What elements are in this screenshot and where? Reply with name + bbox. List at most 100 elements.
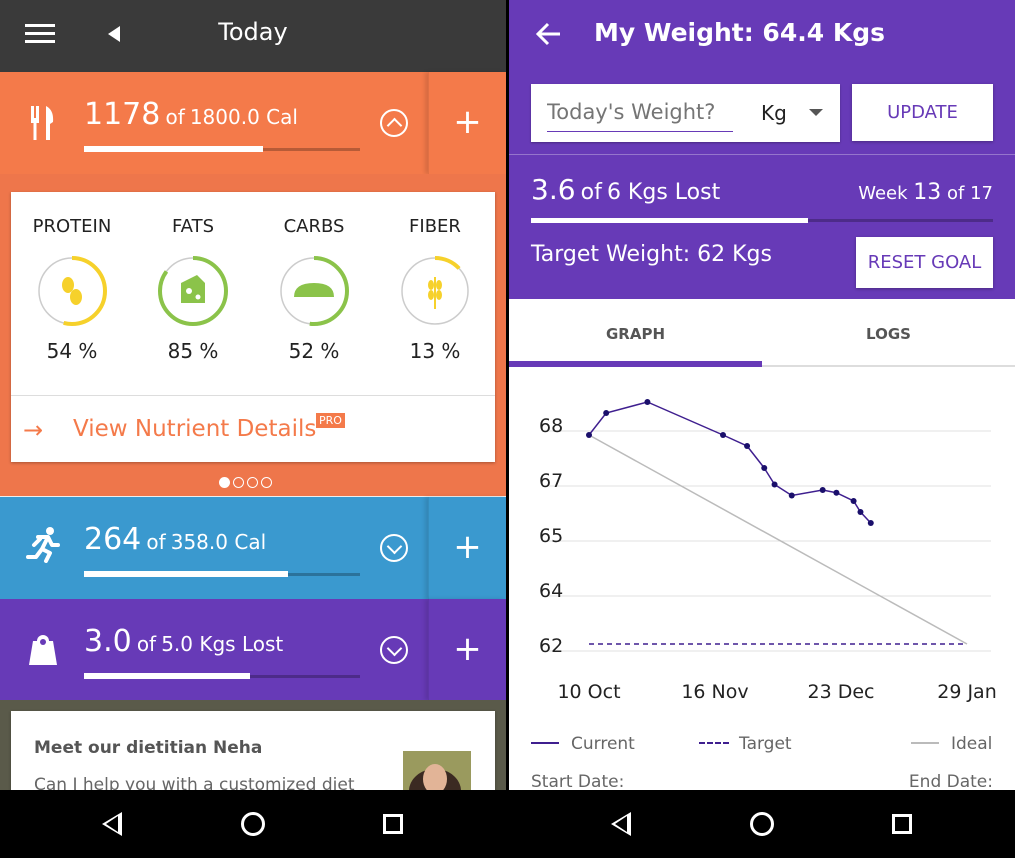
collapse-icon[interactable]	[380, 109, 408, 137]
week-total: of 17	[947, 183, 993, 204]
food-calories-value: 1178	[84, 97, 161, 132]
add-exercise-button[interactable]: +	[428, 497, 506, 599]
today-screen: Today 1178 of 1800.0 Cal + PROTEIN 54 % FA…	[0, 0, 506, 858]
page-indicator	[219, 473, 272, 492]
runner-icon	[26, 527, 60, 563]
current-point	[833, 489, 840, 496]
current-point	[586, 432, 592, 438]
food-summary-row[interactable]: 1178 of 1800.0 Cal +	[0, 72, 506, 174]
end-date-label: End Date:	[908, 772, 993, 792]
week-progress: Week 13 of 17	[858, 180, 993, 205]
nutrient-fats[interactable]: FATS 85 %	[138, 216, 248, 363]
kgs-lost-of: of	[580, 180, 602, 205]
current-point	[788, 492, 795, 499]
food-progress-bar	[84, 146, 360, 152]
ideal-line	[588, 434, 968, 645]
dropdown-arrow-icon[interactable]	[809, 109, 823, 116]
target-weight: Target Weight: 62 Kgs	[531, 242, 772, 267]
home-nav-icon[interactable]	[241, 812, 265, 836]
x-tick-label: 29 Jan	[937, 681, 997, 703]
legend-current: Current	[571, 734, 635, 754]
back-nav-icon[interactable]	[102, 812, 122, 836]
exercise-calories-value: 264	[84, 522, 142, 557]
exercise-summary-row[interactable]: 264 of 358.0 Cal +	[0, 497, 506, 599]
nutrient-fiber[interactable]: FIBER 13 %	[380, 216, 490, 363]
view-nutrient-details-link[interactable]: View Nutrient Details	[73, 416, 317, 442]
weight-chart: 68 67 65 64 62 10 Oct 16 Nov 23 Dec 29 Jan	[539, 399, 997, 703]
chart-legend: Current Target Ideal	[509, 732, 1015, 756]
weight-lost-value: 3.0	[84, 624, 132, 659]
kgs-lost-goal: 6 Kgs Lost	[606, 180, 721, 205]
add-weight-button[interactable]: +	[428, 599, 506, 700]
active-tab-indicator	[509, 361, 762, 367]
cheese-icon	[181, 275, 205, 303]
kgs-lost-value: 3.6	[531, 173, 576, 206]
system-nav-bar	[509, 790, 1015, 858]
nutrient-label: FIBER	[409, 216, 461, 237]
add-food-button[interactable]: +	[428, 72, 506, 174]
home-nav-icon[interactable]	[750, 812, 774, 836]
current-point	[819, 487, 826, 493]
food-calorie-goal: 1800.0 Cal	[189, 105, 298, 129]
nutrient-percent: 13 %	[409, 339, 461, 363]
nutrient-carbs[interactable]: CARBS 52 %	[259, 216, 369, 363]
current-point	[850, 498, 857, 504]
nutrient-percent: 85 %	[167, 339, 219, 363]
food-of-label: of	[165, 105, 185, 129]
x-tick-label: 23 Dec	[808, 681, 875, 703]
current-point	[720, 432, 727, 438]
nutrient-percent: 54 %	[46, 339, 98, 363]
bread-icon	[294, 283, 334, 297]
beans-icon	[62, 277, 82, 305]
nutrient-label: FATS	[171, 216, 215, 237]
my-weight-screen: My Weight: 64.4 Kgs Kg UPDATE 3.6 of 6 K…	[509, 0, 1015, 858]
start-date-label: Start Date:	[531, 772, 625, 792]
legend-ideal: Ideal	[951, 734, 993, 754]
page-title: Today	[218, 18, 288, 46]
cutlery-icon	[31, 106, 54, 140]
expand-icon[interactable]	[380, 534, 408, 562]
exercise-of-label: of	[146, 530, 166, 554]
current-point	[867, 520, 874, 526]
kgs-lost-progress-bar	[531, 218, 993, 223]
legend-target: Target	[739, 734, 792, 754]
back-arrow-icon[interactable]	[536, 22, 562, 46]
todays-weight-input[interactable]	[547, 92, 733, 132]
y-tick-label: 67	[539, 470, 563, 492]
weight-lost-goal: 5.0 Kgs Lost	[161, 632, 284, 656]
expand-icon[interactable]	[380, 636, 408, 664]
arrow-right-icon: →	[23, 416, 44, 444]
current-point	[771, 481, 778, 488]
page-title: My Weight: 64.4 Kgs	[594, 18, 885, 47]
y-tick-label: 68	[539, 415, 563, 437]
nutrient-label: CARBS	[283, 216, 345, 237]
tab-logs[interactable]: LOGS	[866, 325, 911, 343]
weight-summary-row[interactable]: 3.0 of 5.0 Kgs Lost +	[0, 599, 506, 700]
recents-nav-icon[interactable]	[383, 814, 403, 834]
unit-select[interactable]: Kg	[761, 101, 787, 125]
back-nav-icon[interactable]	[611, 812, 631, 836]
nutrient-protein[interactable]: PROTEIN 54 %	[17, 216, 127, 363]
y-tick-label: 64	[539, 580, 563, 602]
nutrient-card: PROTEIN 54 % FATS 85 % CARBS 52 % FIBER 13 % → …	[11, 192, 495, 462]
x-tick-label: 16 Nov	[681, 681, 748, 703]
previous-day-icon[interactable]	[108, 26, 120, 42]
today-toolbar: Today	[0, 0, 506, 72]
weight-of-label: of	[136, 632, 157, 656]
current-point	[644, 399, 651, 405]
reset-goal-button[interactable]: RESET GOAL	[856, 237, 993, 288]
exercise-calorie-goal: 358.0 Cal	[170, 530, 267, 554]
wheat-icon	[428, 277, 442, 309]
dietitian-title: Meet our dietitian Neha	[34, 738, 263, 758]
menu-icon[interactable]	[25, 24, 55, 44]
x-tick-label: 10 Oct	[557, 681, 620, 703]
current-point	[857, 509, 864, 515]
weight-scale-icon	[29, 635, 57, 665]
weight-toolbar: My Weight: 64.4 Kgs	[509, 0, 1015, 72]
week-label: Week	[858, 183, 908, 204]
exercise-progress-bar	[84, 571, 360, 577]
update-button[interactable]: UPDATE	[852, 84, 993, 141]
tab-graph[interactable]: GRAPH	[605, 325, 666, 343]
current-point	[744, 443, 751, 449]
recents-nav-icon[interactable]	[892, 814, 912, 834]
